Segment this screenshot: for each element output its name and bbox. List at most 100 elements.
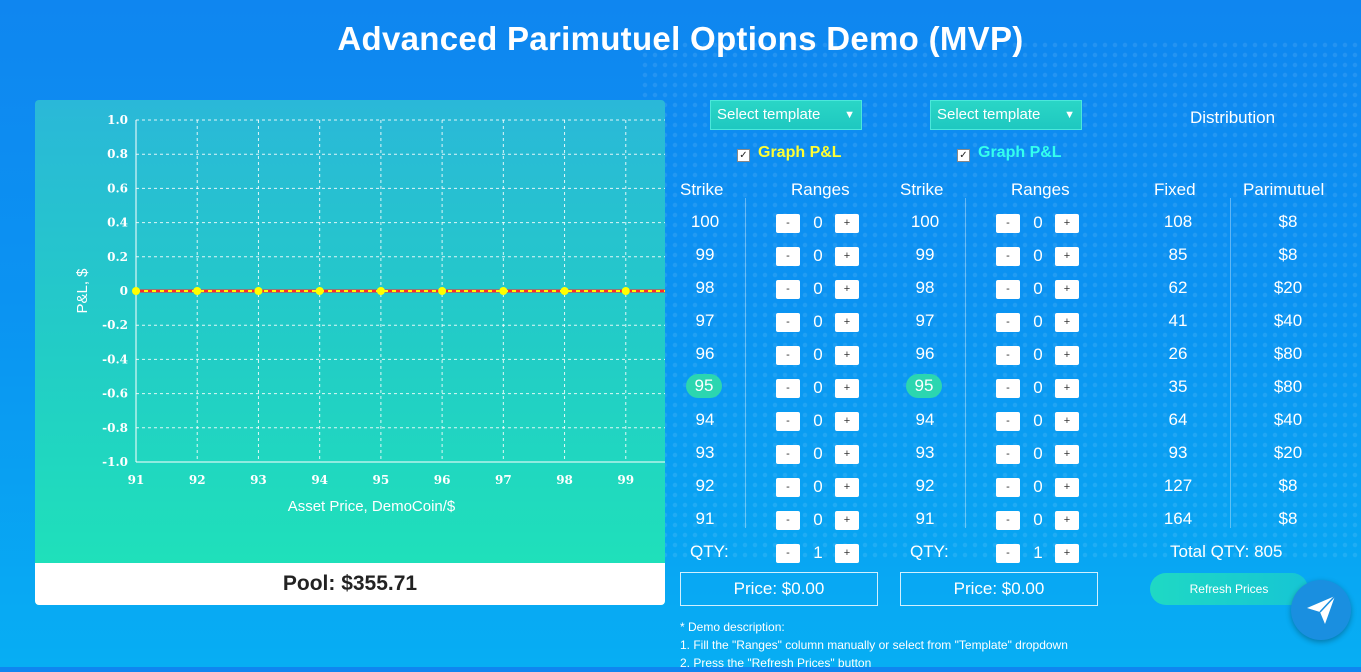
increment-button[interactable]: + bbox=[835, 214, 859, 233]
parimutuel-price: $8 bbox=[1278, 476, 1298, 495]
strike-value: 94 bbox=[915, 410, 935, 429]
strike-header: Strike bbox=[900, 180, 944, 199]
range-value: 0 bbox=[1033, 213, 1043, 232]
demo-description: * Demo description: 1. Fill the "Ranges"… bbox=[680, 618, 1068, 672]
graph-pnl-toggle[interactable]: ✓ Graph P&L bbox=[957, 144, 1062, 162]
strike-row: 93 - 0 + bbox=[680, 436, 900, 469]
increment-button[interactable]: + bbox=[1055, 313, 1079, 332]
increment-button[interactable]: + bbox=[835, 478, 859, 497]
price-display: Price: $0.00 bbox=[900, 572, 1098, 606]
decrement-button[interactable]: - bbox=[996, 379, 1020, 398]
range-value: 0 bbox=[813, 345, 823, 364]
fixed-price: 62 bbox=[1168, 278, 1188, 297]
y-tick-label: -0.4 bbox=[102, 352, 128, 366]
increment-button[interactable]: + bbox=[1055, 214, 1079, 233]
decrement-button[interactable]: - bbox=[996, 412, 1020, 431]
increment-button[interactable]: + bbox=[835, 445, 859, 464]
fixed-price: 26 bbox=[1168, 344, 1188, 363]
pool-total: Pool: $355.71 bbox=[35, 563, 665, 605]
range-value: 0 bbox=[813, 378, 823, 397]
y-tick-label: 0 bbox=[120, 284, 128, 298]
qty-increment-button[interactable]: + bbox=[1055, 544, 1079, 563]
decrement-button[interactable]: - bbox=[776, 214, 800, 233]
increment-button[interactable]: + bbox=[835, 346, 859, 365]
increment-button[interactable]: + bbox=[1055, 478, 1079, 497]
increment-button[interactable]: + bbox=[1055, 379, 1079, 398]
parimutuel-price: $80 bbox=[1273, 344, 1303, 363]
decrement-button[interactable]: - bbox=[996, 445, 1020, 464]
increment-button[interactable]: + bbox=[835, 511, 859, 530]
qty-decrement-button[interactable]: - bbox=[996, 544, 1020, 563]
decrement-button[interactable]: - bbox=[776, 445, 800, 464]
strike-value: 91 bbox=[915, 509, 935, 528]
strike-row: 91 - 0 + bbox=[680, 502, 900, 535]
x-tick-label: 92 bbox=[189, 473, 206, 487]
ranges-header: Ranges bbox=[791, 180, 850, 199]
x-tick-label: 97 bbox=[495, 473, 512, 487]
range-value: 0 bbox=[1033, 378, 1043, 397]
y-tick-label: 0.2 bbox=[107, 250, 128, 264]
template-select[interactable]: Select template ▼ bbox=[710, 100, 862, 130]
x-tick-label: 96 bbox=[434, 473, 451, 487]
decrement-button[interactable]: - bbox=[776, 280, 800, 299]
decrement-button[interactable]: - bbox=[776, 247, 800, 266]
strike-row: 92 - 0 + bbox=[900, 469, 1120, 502]
increment-button[interactable]: + bbox=[1055, 346, 1079, 365]
strike-value: 100 bbox=[910, 212, 940, 231]
chevron-down-icon: ▼ bbox=[1064, 109, 1075, 121]
checkbox-checked-icon[interactable]: ✓ bbox=[737, 149, 750, 162]
decrement-button[interactable]: - bbox=[996, 214, 1020, 233]
increment-button[interactable]: + bbox=[1055, 445, 1079, 464]
qty-increment-button[interactable]: + bbox=[835, 544, 859, 563]
x-tick-label: 94 bbox=[311, 473, 328, 487]
refresh-prices-button[interactable]: Refresh Prices bbox=[1150, 573, 1308, 605]
increment-button[interactable]: + bbox=[835, 313, 859, 332]
decrement-button[interactable]: - bbox=[996, 247, 1020, 266]
y-tick-label: -0.2 bbox=[102, 318, 128, 332]
x-tick-label: 91 bbox=[128, 473, 145, 487]
decrement-button[interactable]: - bbox=[996, 280, 1020, 299]
strike-row: 100 - 0 + bbox=[900, 205, 1120, 238]
decrement-button[interactable]: - bbox=[776, 478, 800, 497]
increment-button[interactable]: + bbox=[1055, 280, 1079, 299]
template-select-label: Select template bbox=[717, 106, 821, 123]
data-point bbox=[621, 287, 630, 295]
data-point bbox=[315, 287, 324, 295]
increment-button[interactable]: + bbox=[835, 247, 859, 266]
decrement-button[interactable]: - bbox=[776, 379, 800, 398]
template-select[interactable]: Select template ▼ bbox=[930, 100, 1082, 130]
data-point bbox=[560, 287, 569, 295]
chevron-down-icon: ▼ bbox=[844, 109, 855, 121]
description-line: 2. Press the "Refresh Prices" button bbox=[680, 656, 872, 670]
range-value: 0 bbox=[1033, 312, 1043, 331]
parimutuel-price: $20 bbox=[1273, 443, 1303, 462]
checkbox-checked-icon[interactable]: ✓ bbox=[957, 149, 970, 162]
decrement-button[interactable]: - bbox=[776, 313, 800, 332]
increment-button[interactable]: + bbox=[1055, 412, 1079, 431]
strike-row: 100 - 0 + bbox=[680, 205, 900, 238]
description-line: 1. Fill the "Ranges" column manually or … bbox=[680, 638, 1068, 652]
y-tick-label: -0.6 bbox=[102, 387, 128, 401]
graph-pnl-toggle[interactable]: ✓ Graph P&L bbox=[737, 144, 842, 162]
column-divider bbox=[965, 198, 966, 528]
strike-value: 96 bbox=[915, 344, 935, 363]
data-point bbox=[438, 287, 447, 295]
decrement-button[interactable]: - bbox=[996, 313, 1020, 332]
decrement-button[interactable]: - bbox=[776, 412, 800, 431]
qty-decrement-button[interactable]: - bbox=[776, 544, 800, 563]
decrement-button[interactable]: - bbox=[996, 478, 1020, 497]
increment-button[interactable]: + bbox=[835, 280, 859, 299]
increment-button[interactable]: + bbox=[835, 412, 859, 431]
strike-row: 98 - 0 + bbox=[680, 271, 900, 304]
strike-row: 97 - 0 + bbox=[900, 304, 1120, 337]
increment-button[interactable]: + bbox=[1055, 511, 1079, 530]
decrement-button[interactable]: - bbox=[776, 346, 800, 365]
decrement-button[interactable]: - bbox=[996, 511, 1020, 530]
decrement-button[interactable]: - bbox=[776, 511, 800, 530]
send-message-button[interactable] bbox=[1291, 580, 1351, 640]
strike-value: 94 bbox=[695, 410, 715, 429]
strike-row: 94 - 0 + bbox=[680, 403, 900, 436]
increment-button[interactable]: + bbox=[835, 379, 859, 398]
increment-button[interactable]: + bbox=[1055, 247, 1079, 266]
decrement-button[interactable]: - bbox=[996, 346, 1020, 365]
